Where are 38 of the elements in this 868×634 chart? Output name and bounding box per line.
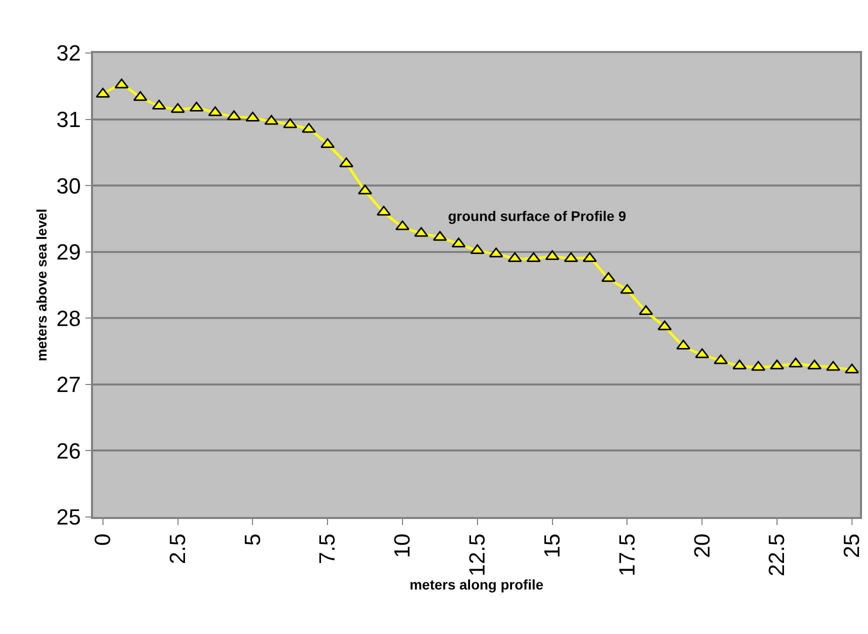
y-tick-label: 29 [56,240,81,265]
x-tick-label: 2.5 [164,534,190,564]
x-tick-label: 7.5 [314,534,340,564]
x-axis-title: meters along profile [410,576,544,592]
point [208,106,222,116]
y-tick-label: 30 [56,173,81,198]
point [395,220,410,230]
x-tick-label: 22.5 [764,534,790,576]
y-tick-label: 25 [56,504,81,530]
x-tick-label: 15 [539,534,564,558]
point [638,305,654,316]
point [302,122,316,133]
y-tick-label: 27 [56,372,81,398]
point [826,360,840,371]
y-tick-label: 31 [56,106,81,132]
point [376,206,391,216]
x-tick-label: 17.5 [614,534,640,576]
point [189,102,204,112]
point [751,360,766,371]
y-tick-label: 26 [56,438,81,464]
point [339,157,354,168]
x-tick-label: 25 [839,534,864,558]
y-axis-title: meters above sea level [33,208,50,362]
x-tick-label: 0 [90,534,116,546]
y-tick-label: 28 [56,306,81,331]
point [96,88,110,98]
point [695,348,710,358]
point [152,100,166,110]
point [714,354,728,364]
y-tick-label: 32 [56,40,81,66]
x-tick-label: 5 [240,534,265,546]
x-tick-label: 12.5 [464,534,490,576]
point [226,110,242,120]
annotation: ground surface of Profile 9 [448,208,626,224]
point [283,118,298,128]
point [470,244,484,254]
x-tick-label: 20 [689,534,714,558]
x-tick-label: 10 [390,534,415,558]
